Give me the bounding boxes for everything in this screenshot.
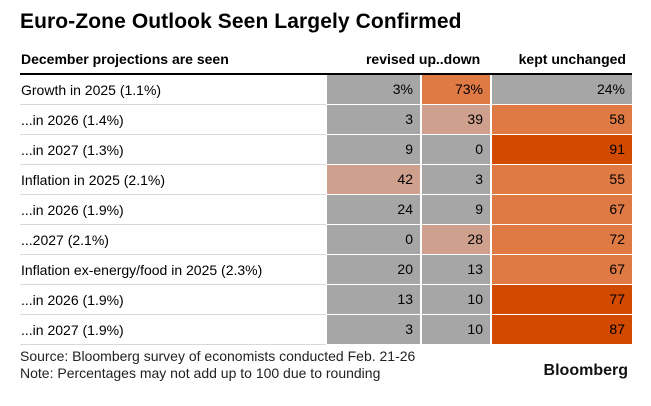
- row-divider: [20, 314, 326, 315]
- row-divider: [20, 104, 326, 105]
- cell-revised-up: 20: [327, 255, 420, 284]
- cell-kept-unchanged: 91: [492, 135, 632, 164]
- header-label: December projections are seen: [21, 51, 229, 67]
- header-kept-unchanged: kept unchanged: [518, 51, 626, 67]
- table-row: Inflation ex-energy/food in 2025 (2.3%) 2…: [20, 255, 632, 285]
- cell-revised-up: 3: [327, 315, 420, 344]
- row-label: ...in 2026 (1.9%): [21, 292, 124, 308]
- row-divider: [20, 284, 326, 285]
- cell-kept-unchanged: 67: [492, 255, 632, 284]
- cell-kept-unchanged: 24%: [492, 75, 632, 104]
- table-row: ...in 2026 (1.4%) 3 39 58: [20, 105, 632, 135]
- cell-down: 10: [422, 315, 490, 344]
- source-note: Source: Bloomberg survey of economists c…: [20, 348, 416, 364]
- cell-revised-up: 9: [327, 135, 420, 164]
- cell-kept-unchanged: 87: [492, 315, 632, 344]
- table-row: Inflation in 2025 (2.1%) 42 3 55: [20, 165, 632, 195]
- cell-down: 73%: [422, 75, 490, 104]
- cell-down: 3: [422, 165, 490, 194]
- cell-kept-unchanged: 72: [492, 225, 632, 254]
- row-divider: [20, 164, 326, 165]
- cell-down: 13: [422, 255, 490, 284]
- header-down: ...down: [432, 51, 481, 67]
- cell-revised-up: 42: [327, 165, 420, 194]
- row-label: Growth in 2025 (1.1%): [21, 82, 162, 98]
- row-label: ...in 2026 (1.4%): [21, 112, 124, 128]
- cell-down: 9: [422, 195, 490, 224]
- footer: Source: Bloomberg survey of economists c…: [20, 348, 415, 382]
- cell-revised-up: 3: [327, 105, 420, 134]
- cell-down: 39: [422, 105, 490, 134]
- row-divider: [20, 194, 326, 195]
- table-row: ...in 2026 (1.9%) 13 10 77: [20, 285, 632, 315]
- row-label: Inflation in 2025 (2.1%): [21, 172, 165, 188]
- table-row: ...in 2027 (1.3%) 9 0 91: [20, 135, 632, 165]
- cell-kept-unchanged: 58: [492, 105, 632, 134]
- cell-kept-unchanged: 67: [492, 195, 632, 224]
- chart-title: Euro-Zone Outlook Seen Largely Confirmed: [20, 10, 462, 33]
- table-row: ...in 2027 (1.9%) 3 10 87: [20, 315, 632, 345]
- bloomberg-logo: Bloomberg: [543, 362, 628, 379]
- cell-down: 28: [422, 225, 490, 254]
- cell-down: 0: [422, 135, 490, 164]
- row-label: ...2027 (2.1%): [21, 232, 109, 248]
- cell-revised-up: 24: [327, 195, 420, 224]
- projections-table: December projections are seen revised up…: [20, 45, 632, 345]
- cell-revised-up: 13: [327, 285, 420, 314]
- row-divider: [20, 344, 326, 345]
- row-label: ...in 2026 (1.9%): [21, 202, 124, 218]
- table-row: ...in 2026 (1.9%) 24 9 67: [20, 195, 632, 225]
- row-divider: [20, 254, 326, 255]
- row-label: Inflation ex-energy/food in 2025 (2.3%): [21, 262, 263, 278]
- cell-kept-unchanged: 77: [492, 285, 632, 314]
- cell-revised-up: 3%: [327, 75, 420, 104]
- header-revised-up: revised up: [365, 51, 436, 67]
- row-divider: [20, 224, 326, 225]
- row-label: ...in 2027 (1.3%): [21, 142, 124, 158]
- table-row: ...2027 (2.1%) 0 28 72: [20, 225, 632, 255]
- row-label: ...in 2027 (1.9%): [21, 322, 124, 338]
- cell-kept-unchanged: 55: [492, 165, 632, 194]
- row-divider: [20, 134, 326, 135]
- table-body: Growth in 2025 (1.1%) 3% 73% 24% ...in 2026 …: [20, 75, 632, 345]
- rounding-note: Note: Percentages may not add up to 100 …: [20, 365, 381, 381]
- cell-revised-up: 0: [327, 225, 420, 254]
- table-row: Growth in 2025 (1.1%) 3% 73% 24%: [20, 75, 632, 105]
- cell-down: 10: [422, 285, 490, 314]
- table-header: December projections are seen revised up…: [20, 45, 632, 75]
